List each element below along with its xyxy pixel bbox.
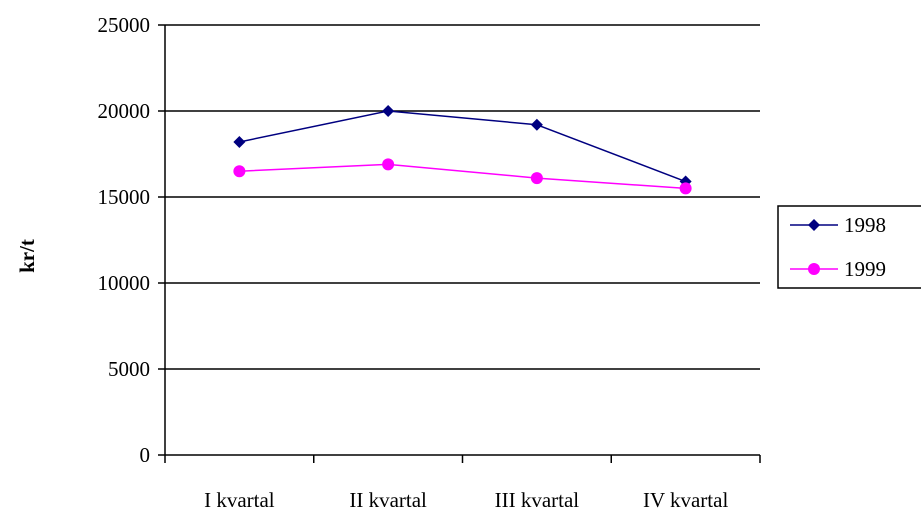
x-tick-label: IV kvartal [643, 488, 728, 512]
axes [158, 24, 761, 463]
x-tick-label: I kvartal [204, 488, 275, 512]
data-point-1999 [382, 158, 395, 171]
legend-label: 1999 [844, 257, 886, 281]
y-tick-label: 10000 [98, 271, 151, 295]
data-point-1999 [679, 182, 692, 195]
data-series [233, 105, 692, 195]
data-point-1998 [233, 135, 246, 148]
legend: 1998 1999 [777, 205, 921, 289]
x-tick-labels: I kvartal II kvartal III kvartal IV kvartal [204, 488, 728, 512]
data-point-1999 [233, 165, 246, 178]
y-tick-labels: 0 5000 10000 15000 20000 25000 [98, 13, 151, 467]
y-tick-label: 5000 [108, 357, 150, 381]
data-point-1999 [530, 172, 543, 185]
y-tick-label: 0 [140, 443, 151, 467]
y-axis-title: kr/t [15, 239, 39, 273]
legend-marker-1999 [808, 263, 820, 275]
data-point-1998 [382, 105, 395, 117]
series-line-1998 [239, 110, 686, 183]
legend-label: 1998 [844, 213, 886, 237]
legend-box [777, 205, 921, 289]
y-tick-label: 20000 [98, 99, 151, 123]
gridlines [165, 24, 760, 370]
y-tick-label: 15000 [98, 185, 151, 209]
series-line-1999 [239, 163, 686, 190]
data-point-1998 [530, 118, 543, 131]
y-tick-label: 25000 [98, 13, 151, 37]
legend-marker-1998 [808, 219, 820, 231]
x-tick-label: II kvartal [349, 488, 427, 512]
x-tick-label: III kvartal [495, 488, 580, 512]
